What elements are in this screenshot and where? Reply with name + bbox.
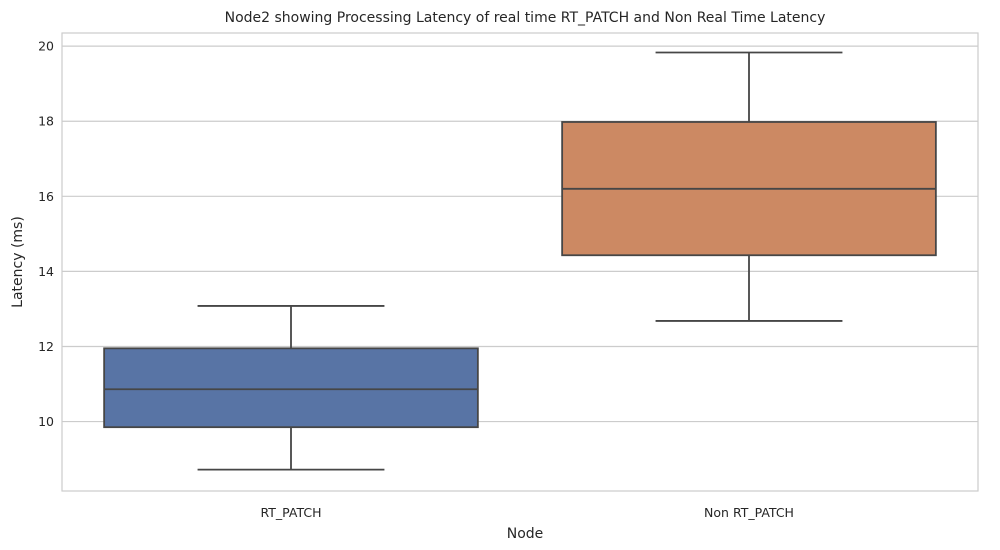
y-tick-label: 20 <box>38 39 54 54</box>
box-non-rt-patch <box>561 51 937 322</box>
plot-frame <box>61 32 979 492</box>
y-tick-label: 10 <box>38 414 54 429</box>
iqr-box <box>103 347 479 429</box>
gridlines <box>62 45 978 423</box>
y-tick-labels: 10 12 14 16 18 20 <box>38 39 54 429</box>
y-tick-label: 16 <box>38 189 54 204</box>
x-tick-label: RT_PATCH <box>260 505 321 520</box>
y-tick-label: 18 <box>38 114 54 129</box>
y-axis-label: Latency (ms) <box>10 216 26 308</box>
box-rt-patch <box>103 305 479 471</box>
x-axis-label: Node <box>507 526 544 542</box>
x-tick-label: Non RT_PATCH <box>704 505 794 520</box>
x-tick-labels: RT_PATCH Non RT_PATCH <box>260 505 793 520</box>
y-tick-label: 12 <box>38 339 54 354</box>
y-tick-label: 14 <box>38 264 54 279</box>
chart-title: Node2 showing Processing Latency of real… <box>225 10 826 26</box>
boxes <box>103 51 937 471</box>
